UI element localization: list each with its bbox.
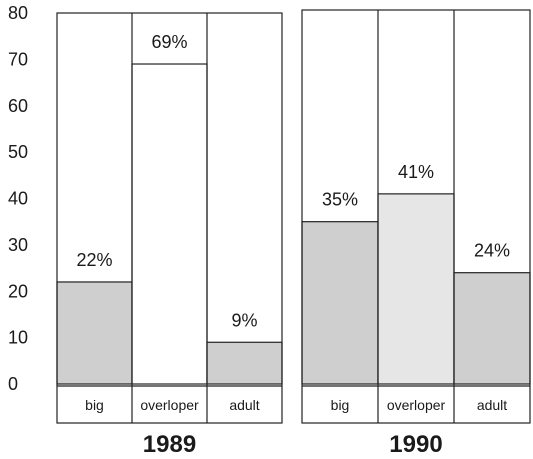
y-tick-label: 50 [8,142,28,162]
category-label: big [85,397,104,413]
bar-adult [206,341,283,385]
y-tick-label: 10 [8,328,28,348]
data-label: 9% [231,310,257,330]
category-label: overloper [140,397,199,413]
data-label: 22% [76,250,112,270]
bar-overloper [131,63,208,385]
y-tick-label: 40 [8,189,28,209]
bar-overloper [377,193,455,385]
bar-big [301,221,379,385]
panel-1990: 35% 41% 24% big overloper adult 1990 [301,9,531,458]
y-tick-label: 30 [8,235,28,255]
panel-title: 1990 [389,431,442,458]
data-label: 35% [322,190,358,210]
y-tick-label: 80 [8,3,28,23]
data-label: 24% [474,241,510,261]
panel-title: 1989 [143,431,196,458]
bar-big [56,281,133,385]
panel-frame [56,12,283,424]
category-label: adult [229,397,259,413]
y-tick-label: 70 [8,49,28,69]
data-label: 69% [151,32,187,52]
y-tick-label: 60 [8,96,28,116]
bar-adult [453,272,531,385]
y-tick-label: 20 [8,281,28,301]
panel-frame [301,9,531,424]
panel-1989: 22% 69% 9% big overloper adult 1989 [56,12,283,458]
category-label: overloper [387,397,446,413]
data-label: 41% [398,162,434,182]
y-tick-label: 0 [8,374,18,394]
category-label: big [331,397,350,413]
category-label: adult [477,397,507,413]
